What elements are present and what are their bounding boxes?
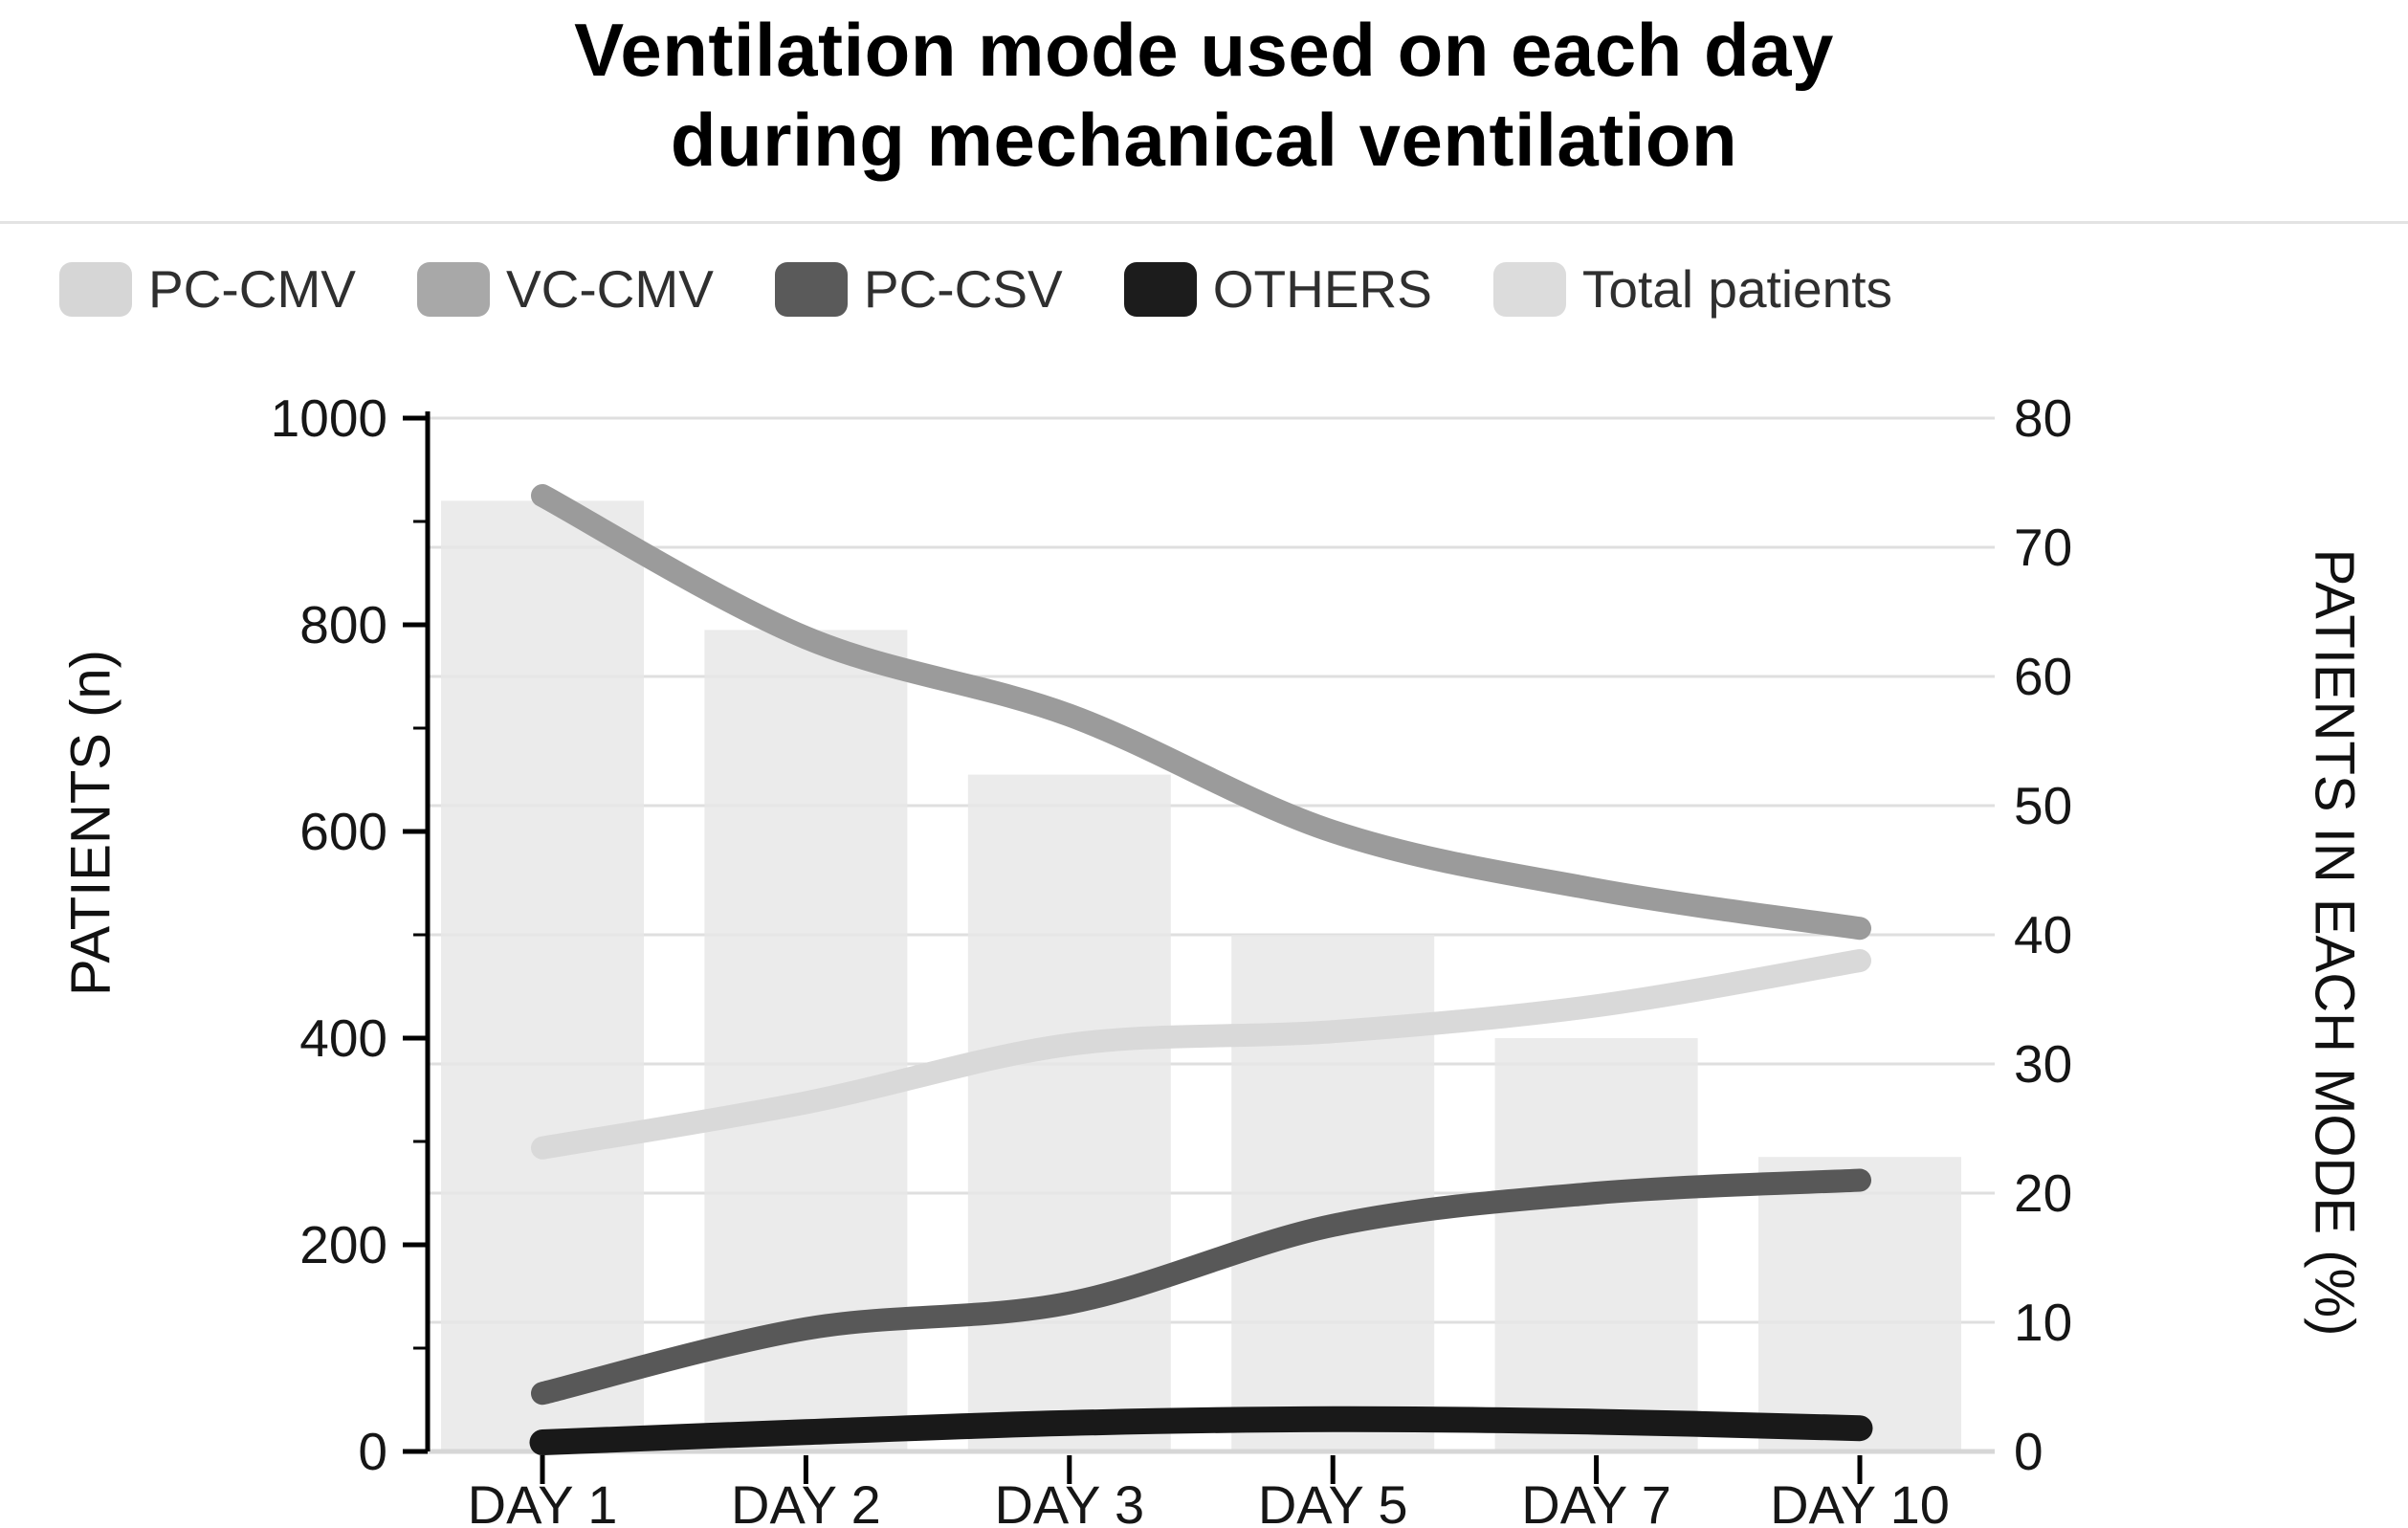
left-axis-tick-label-0: 0 bbox=[358, 1422, 387, 1481]
line-pc-cmv bbox=[531, 949, 1871, 1160]
legend-label-pc-csv: PC-CSV bbox=[863, 259, 1063, 319]
right-axis-tick-label-50: 50 bbox=[2014, 776, 2072, 835]
chart-title-line2: during mechanical ventilation bbox=[670, 97, 1738, 182]
left-axis-tick-label-1000: 1000 bbox=[271, 388, 387, 448]
x-label-day-7: DAY 7 bbox=[1521, 1474, 1671, 1528]
legend-label-total-patients: Total patients bbox=[1581, 259, 1892, 319]
legend-item-total-patients: Total patients bbox=[1492, 258, 1892, 320]
legend-item-vc-cmv: VC-CMV bbox=[416, 258, 714, 320]
line-others bbox=[529, 1406, 1873, 1456]
x-label-day-1: DAY 1 bbox=[468, 1474, 618, 1528]
bar-day-3 bbox=[967, 774, 1171, 1451]
right-axis-tick-label-20: 20 bbox=[2014, 1163, 2072, 1223]
right-axis-tick-label-10: 10 bbox=[2014, 1293, 2072, 1352]
x-label-day-5: DAY 5 bbox=[1258, 1474, 1408, 1528]
right-axis-tick-label-0: 0 bbox=[2014, 1422, 2043, 1481]
left-axis-tick-label-800: 800 bbox=[299, 595, 387, 654]
legend-item-pc-cmv: PC-CMV bbox=[59, 258, 356, 320]
bar-day-10 bbox=[1758, 1157, 1961, 1451]
legend-swatch-vc-cmv bbox=[416, 261, 490, 317]
legend-item-others: OTHERS bbox=[1123, 258, 1432, 320]
line-vc-cmv bbox=[531, 484, 1871, 941]
x-label-day-2: DAY 2 bbox=[731, 1474, 881, 1528]
legend-swatch-pc-cmv bbox=[59, 261, 132, 317]
right-axis-tick-label-30: 30 bbox=[2014, 1034, 2072, 1094]
legend-label-pc-cmv: PC-CMV bbox=[148, 259, 356, 319]
title-divider bbox=[0, 221, 2408, 224]
right-axis-tick-label-40: 40 bbox=[2014, 905, 2072, 964]
left-axis-tick-label-200: 200 bbox=[299, 1215, 387, 1274]
right-axis-tick-label-60: 60 bbox=[2014, 647, 2072, 706]
x-label-day-10: DAY 10 bbox=[1770, 1474, 1950, 1528]
right-axis-tick-label-70: 70 bbox=[2014, 518, 2072, 577]
bar-day-7 bbox=[1494, 1038, 1698, 1451]
right-axis-tick-label-80: 80 bbox=[2014, 388, 2072, 448]
line-pc-csv bbox=[531, 1168, 1871, 1406]
bar-day-1 bbox=[441, 500, 644, 1451]
left-axis-tick-label-400: 400 bbox=[299, 1008, 387, 1068]
legend: PC-CMV VC-CMV PC-CSV OTHERS Total patients bbox=[59, 258, 1892, 320]
legend-swatch-others bbox=[1123, 261, 1197, 317]
legend-swatch-pc-csv bbox=[774, 261, 848, 317]
legend-swatch-total-patients bbox=[1492, 261, 1566, 317]
x-label-day-3: DAY 3 bbox=[994, 1474, 1144, 1528]
legend-label-others: OTHERS bbox=[1212, 259, 1432, 319]
chart-title: Ventilation mode used on each day during… bbox=[0, 6, 2408, 185]
legend-item-pc-csv: PC-CSV bbox=[774, 258, 1063, 320]
bar-day-5 bbox=[1231, 935, 1435, 1451]
chart-title-line1: Ventilation mode used on each day bbox=[574, 8, 1834, 92]
legend-label-vc-cmv: VC-CMV bbox=[505, 259, 714, 319]
left-axis-tick-label-600: 600 bbox=[299, 802, 387, 861]
